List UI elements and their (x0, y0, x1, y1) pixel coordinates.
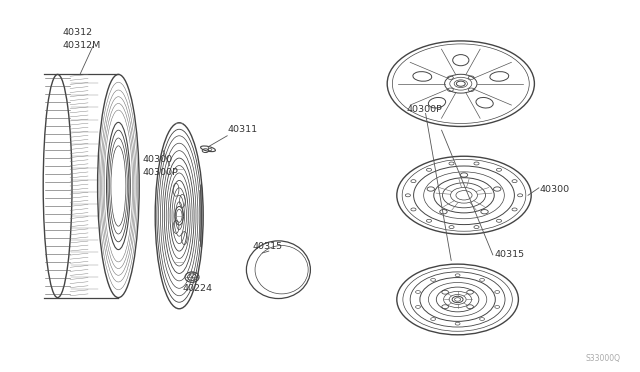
Text: 40311: 40311 (227, 125, 257, 134)
Text: 40224: 40224 (182, 284, 212, 293)
Text: 40300: 40300 (540, 185, 570, 193)
Text: 40312M: 40312M (63, 41, 101, 50)
Text: 40315: 40315 (253, 242, 283, 251)
Text: 40300P: 40300P (406, 105, 442, 113)
Text: 40312: 40312 (63, 28, 93, 37)
Text: 40300P: 40300P (142, 168, 178, 177)
Text: 40300: 40300 (142, 155, 172, 164)
Text: 40315: 40315 (495, 250, 525, 259)
Text: S33000Q: S33000Q (586, 354, 621, 363)
